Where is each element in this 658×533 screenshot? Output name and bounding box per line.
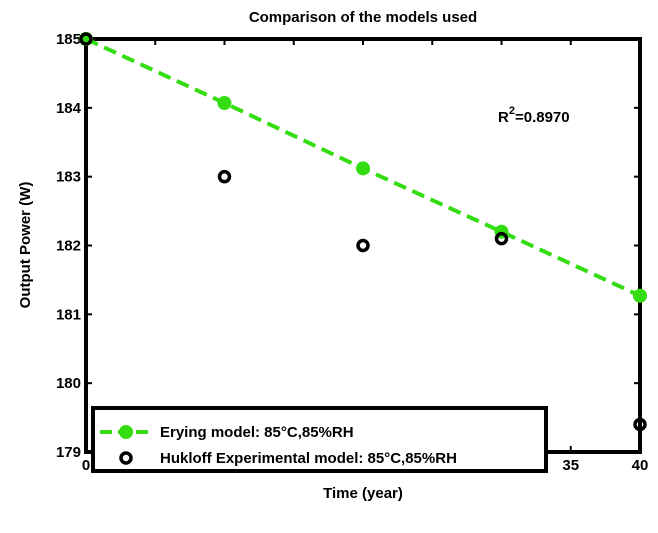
point-erying (356, 161, 370, 176)
y-tick-label: 179 (56, 444, 81, 461)
point-hukloff (217, 169, 232, 184)
y-tick-label: 185 (56, 31, 81, 48)
x-axis-label: Time (year) (323, 485, 403, 502)
point-hukloff (494, 231, 509, 246)
annotation-rest: =0.8970 (515, 109, 570, 126)
legend-marker-hukloff (119, 451, 133, 465)
point-erying (633, 288, 647, 303)
legend-label-hukloff: Hukloff Experimental model: 85°C,85%RH (160, 450, 457, 467)
legend-label-erying: Erying model: 85°C,85%RH (160, 424, 354, 441)
y-tick-label: 182 (56, 238, 81, 255)
point-hukloff (356, 238, 370, 253)
annotation-base: R (498, 109, 509, 126)
y-tick-label: 180 (56, 375, 81, 392)
y-tick-label: 181 (56, 306, 81, 323)
annotation-sup: 2 (509, 105, 515, 117)
x-tick-label: 40 (632, 457, 649, 474)
legend: Erying model: 85°C,85%RH Hukloff Experime… (91, 406, 548, 473)
point-erying (217, 96, 232, 111)
r-squared-annotation: R2=0.8970 (498, 105, 570, 126)
plot-area (84, 37, 642, 454)
x-tick-label: 0 (82, 457, 90, 474)
legend-marker-erying (119, 425, 133, 439)
x-tick-label: 35 (562, 457, 579, 474)
legend-box (91, 406, 548, 473)
point-hukloff (79, 32, 93, 46)
series-layer (79, 32, 647, 432)
point-hukloff (633, 417, 647, 432)
y-axis-label: Output Power (W) (17, 182, 34, 309)
chart-title: Comparison of the models used (249, 9, 477, 26)
y-tick-label: 184 (56, 100, 82, 117)
y-tick-label: 183 (56, 169, 81, 186)
